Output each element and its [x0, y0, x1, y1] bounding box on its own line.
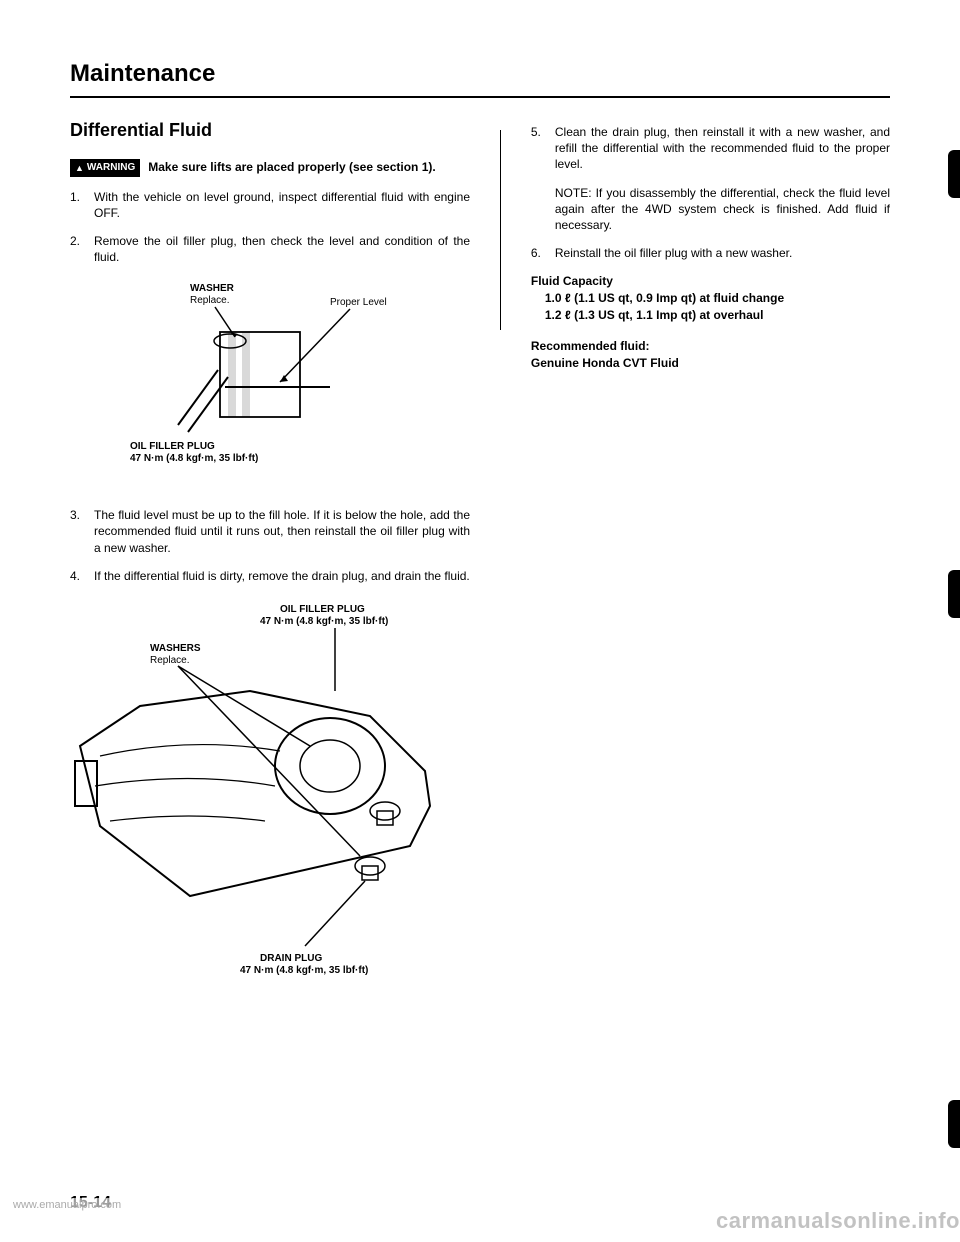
column-separator	[500, 130, 501, 330]
recommended-fluid: Recommended fluid: Genuine Honda CVT Flu…	[531, 338, 890, 372]
step-number: 1.	[70, 189, 84, 221]
step-number: 5.	[531, 124, 545, 173]
step-number	[531, 185, 545, 234]
warning-text: Make sure lifts are placed properly (see…	[148, 159, 435, 175]
fluid-capacity-line: 1.2 ℓ (1.3 US qt, 1.1 Imp qt) at overhau…	[531, 307, 890, 324]
recommended-fluid-heading: Recommended fluid:	[531, 338, 890, 355]
filler-plug-icon	[370, 802, 400, 825]
step-number: 3.	[70, 507, 84, 556]
washer-sublabel: Replace.	[190, 295, 229, 306]
watermark-left: www.emanualpro.com	[10, 1198, 124, 1212]
filler-plug-label: OIL FILLER PLUG	[280, 604, 365, 615]
edge-tab	[948, 150, 960, 198]
edge-tab	[948, 1100, 960, 1148]
washers-sublabel: Replace.	[150, 655, 189, 666]
drain-plug-torque: 47 N·m (4.8 kgf·m, 35 lbf·ft)	[240, 965, 368, 976]
warning-icon: WARNING	[70, 159, 140, 177]
horizontal-rule	[70, 96, 890, 98]
step-text: Remove the oil filler plug, then check t…	[94, 233, 470, 265]
step-text: NOTE: If you disassembly the differentia…	[555, 185, 890, 234]
step-number: 2.	[70, 233, 84, 265]
step-number: 4.	[70, 568, 84, 584]
figure-filler-plug: WASHER Replace. Proper Level	[70, 277, 470, 487]
step-item: 5. Clean the drain plug, then reinstall …	[531, 124, 890, 173]
oil-filler-plug-torque: 47 N·m (4.8 kgf·m, 35 lbf·ft)	[130, 453, 258, 464]
washers-label: WASHERS	[150, 643, 201, 654]
fluid-capacity-line: 1.0 ℓ (1.1 US qt, 0.9 Imp qt) at fluid c…	[531, 290, 890, 307]
step-text: Reinstall the oil filler plug with a new…	[555, 245, 792, 261]
watermark-right: carmanualsonline.info	[716, 1208, 960, 1234]
figure-differential: OIL FILLER PLUG 47 N·m (4.8 kgf·m, 35 lb…	[70, 596, 470, 996]
drain-plug-icon	[355, 857, 385, 880]
step-text: If the differential fluid is dirty, remo…	[94, 568, 470, 584]
drain-plug-label: DRAIN PLUG	[260, 953, 322, 964]
fluid-capacity: Fluid Capacity 1.0 ℓ (1.1 US qt, 0.9 Imp…	[531, 273, 890, 323]
filler-plug-torque: 47 N·m (4.8 kgf·m, 35 lbf·ft)	[260, 616, 388, 627]
step-item: 1. With the vehicle on level ground, ins…	[70, 189, 470, 221]
step-item: 4. If the differential fluid is dirty, r…	[70, 568, 470, 584]
section-title: Differential Fluid	[70, 120, 470, 141]
washer-label: WASHER	[190, 283, 235, 294]
proper-level-label: Proper Level	[330, 297, 387, 308]
step-text: The fluid level must be up to the fill h…	[94, 507, 470, 556]
edge-tab	[948, 570, 960, 618]
step-text: With the vehicle on level ground, inspec…	[94, 189, 470, 221]
step-item: 3. The fluid level must be up to the fil…	[70, 507, 470, 556]
step-number: 6.	[531, 245, 545, 261]
right-column: 5. Clean the drain plug, then reinstall …	[531, 120, 890, 1016]
warning-block: WARNING Make sure lifts are placed prope…	[70, 159, 470, 177]
left-column: Differential Fluid WARNING Make sure lif…	[70, 120, 470, 1016]
step-item: NOTE: If you disassembly the differentia…	[531, 185, 890, 234]
fluid-capacity-heading: Fluid Capacity	[531, 273, 890, 290]
step-item: 6. Reinstall the oil filler plug with a …	[531, 245, 890, 261]
step-item: 2. Remove the oil filler plug, then chec…	[70, 233, 470, 265]
recommended-fluid-value: Genuine Honda CVT Fluid	[531, 355, 890, 372]
step-text: Clean the drain plug, then reinstall it …	[555, 124, 890, 173]
oil-filler-plug-label: OIL FILLER PLUG	[130, 441, 215, 452]
chapter-title: Maintenance	[70, 60, 890, 88]
